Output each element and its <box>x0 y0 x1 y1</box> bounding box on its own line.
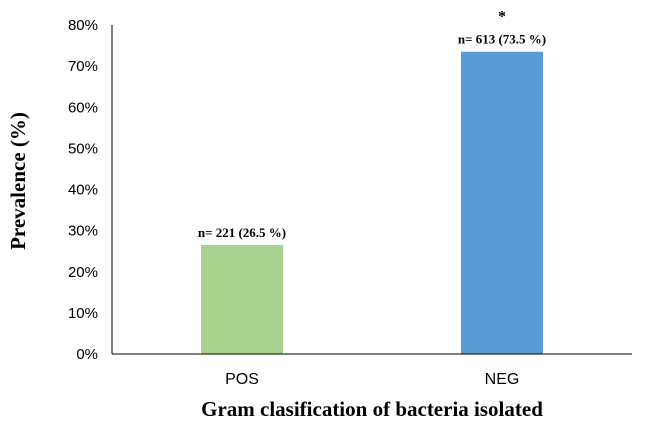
data-label: n= 613 (73.5 %) <box>458 32 546 47</box>
bar-neg <box>461 51 543 354</box>
data-label: n= 221 (26.5 %) <box>198 225 286 240</box>
y-tick-label: 0% <box>76 346 98 363</box>
y-tick-label: 20% <box>68 264 98 281</box>
y-tick-label: 60% <box>68 99 98 116</box>
y-tick-label: 40% <box>68 182 98 199</box>
y-axis-title: Prevalence (%) <box>6 112 30 250</box>
y-tick-label: 30% <box>68 223 98 240</box>
data-labels: n= 221 (26.5 %) n= 613 (73.5 %) * <box>198 9 546 240</box>
y-tick-label: 10% <box>68 305 98 322</box>
x-axis-title: Gram clasification of bacteria isolated <box>201 397 543 421</box>
y-tick-label: 50% <box>68 140 98 157</box>
significance-marker: * <box>498 9 506 26</box>
x-category-label: POS <box>225 371 259 388</box>
y-axis-ticks: 0% 10% 20% 30% 40% 50% 60% 70% 80% <box>68 17 98 363</box>
x-category-label: NEG <box>485 371 520 388</box>
y-tick-label: 80% <box>68 17 98 34</box>
bars <box>201 51 543 354</box>
x-axis-categories: POS NEG <box>225 371 519 388</box>
y-tick-label: 70% <box>68 58 98 75</box>
bar-pos <box>201 245 283 354</box>
